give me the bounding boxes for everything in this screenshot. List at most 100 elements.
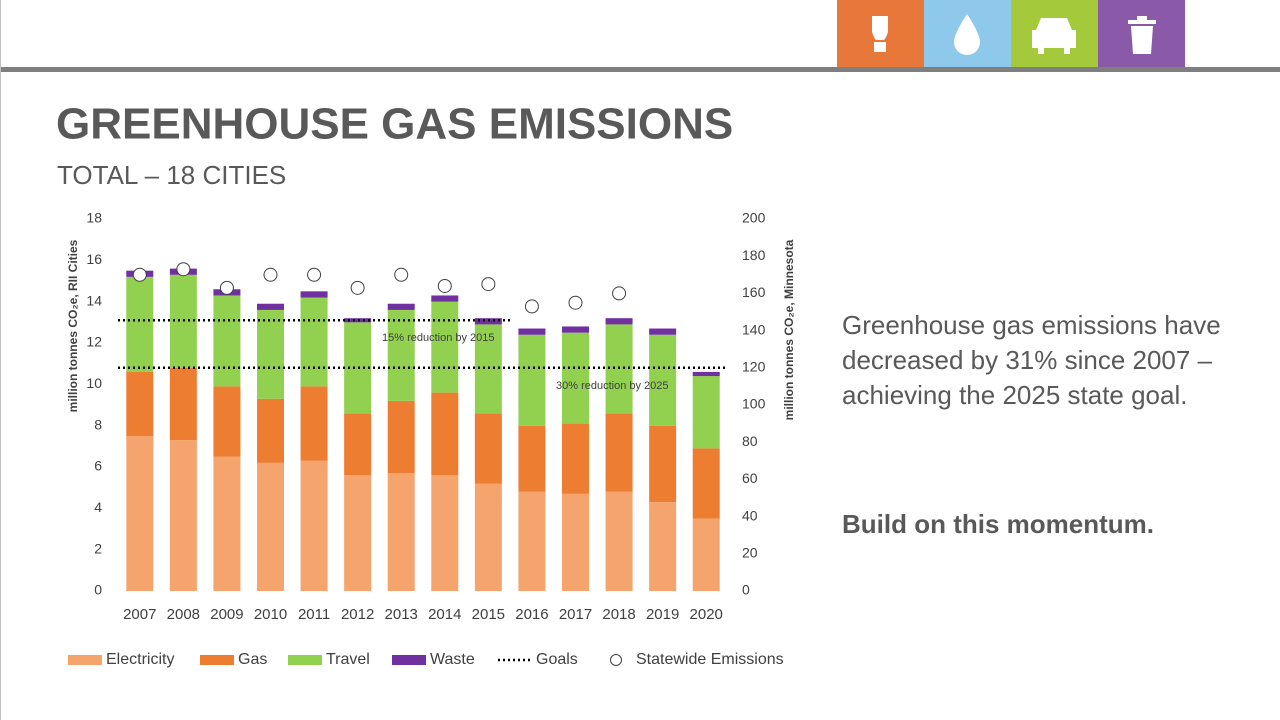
bar-segment [474,413,502,484]
y2-tick-label: 120 [742,359,766,375]
bar-segment [169,440,197,591]
legend-label: Goals [536,651,578,668]
y-tick-label: 4 [94,499,102,515]
x-tick-label: 2013 [385,606,418,623]
bar-segment [300,386,328,461]
bar-segment [257,309,284,399]
bar-segment [344,475,372,591]
statewide-marker [219,280,234,295]
legend-swatch [288,655,322,665]
x-tick-label: 2019 [646,606,679,623]
bar-segment [562,332,589,424]
statewide-marker [612,286,627,301]
y2-tick-label: 0 [742,582,750,598]
y2-tick-label: 40 [742,507,758,523]
header-rule [0,67,1280,72]
bar-segment [649,328,677,335]
drop-icon [954,14,980,55]
bar-segment [605,318,633,325]
statewide-marker [176,262,191,277]
x-tick-label: 2016 [515,606,548,623]
side-paragraph: Greenhouse gas emissions have decreased … [842,310,1221,410]
statewide-marker [350,280,365,295]
bar-segment [649,502,677,591]
y-tick-label: 14 [86,292,102,308]
y2-tick-label: 100 [742,396,766,412]
bar-segment [344,413,372,476]
statewide-marker [568,295,583,310]
bar-segment [692,371,720,377]
y-tick-label: 16 [86,251,102,267]
bar-segment [518,328,546,335]
bar-segment [344,318,372,323]
bulb-icon [872,16,888,52]
legend-swatch [610,654,622,666]
x-tick-label: 2007 [123,606,156,623]
bar-segment [518,334,546,426]
y-tick-label: 18 [86,210,102,226]
x-tick-label: 2012 [341,606,374,623]
statewide-marker [481,277,496,292]
bar-segment [562,326,589,333]
icon-bar [837,0,1185,67]
car-icon [1032,18,1076,54]
bar-segment [431,392,459,476]
y2-tick-label: 60 [742,470,758,486]
bar-segment [300,460,328,591]
bar-segment [387,473,415,591]
bar-segment [257,398,284,463]
y2-tick-label: 180 [742,247,766,263]
statewide-marker [524,299,539,314]
x-tick-label: 2009 [210,606,243,623]
bar-segment [474,483,502,591]
bar-segment [431,295,459,302]
y-tick-label: 12 [86,334,102,350]
y-tick-label: 6 [94,458,102,474]
bar-segment [257,303,284,310]
bar-segment [605,413,633,492]
y2-tick-label: 80 [742,433,758,449]
bar-segment [431,475,459,591]
legend-label: Gas [238,651,267,668]
y-tick-label: 2 [94,540,102,556]
y-tick-label: 8 [94,416,102,432]
bar-segment [431,301,459,393]
x-tick-label: 2008 [167,606,200,623]
slide-edge [0,0,1,720]
bar-segment [213,295,241,387]
statewide-marker [263,267,278,282]
y2-tick-label: 160 [742,284,766,300]
bar-segment [387,400,415,474]
bar-segment [387,303,415,310]
bar-segment [692,448,720,519]
statewide-marker [437,278,452,293]
bar-segment [692,376,720,449]
trash-icon [1128,16,1156,54]
bar-segment [300,297,328,387]
bar-segment [213,456,241,591]
bar-segment [300,291,328,298]
statewide-marker [394,267,409,282]
legend-swatch [392,655,426,665]
y-tick-label: 10 [86,375,102,391]
goal-label: 30% reduction by 2025 [556,380,669,392]
legend-label: Statewide Emissions [636,651,784,668]
y2-axis-label: million tonnes CO₂e, Minnesota [782,239,796,420]
x-tick-label: 2018 [602,606,635,623]
bar-segment [213,386,241,457]
x-tick-label: 2010 [254,606,287,623]
y-tick-label: 0 [94,582,102,598]
legend-label: Waste [430,651,475,668]
side-emphasis: Build on this momentum. [842,509,1154,539]
bar-segment [562,423,589,494]
bar-segment [257,462,284,591]
bar-segment [692,518,720,591]
legend-swatch [68,655,102,665]
x-tick-label: 2020 [690,606,723,623]
slide-subtitle: TOTAL – 18 CITIES [57,160,286,190]
bar-segment [126,436,154,591]
bar-segment [562,493,589,591]
x-tick-label: 2015 [472,606,505,623]
